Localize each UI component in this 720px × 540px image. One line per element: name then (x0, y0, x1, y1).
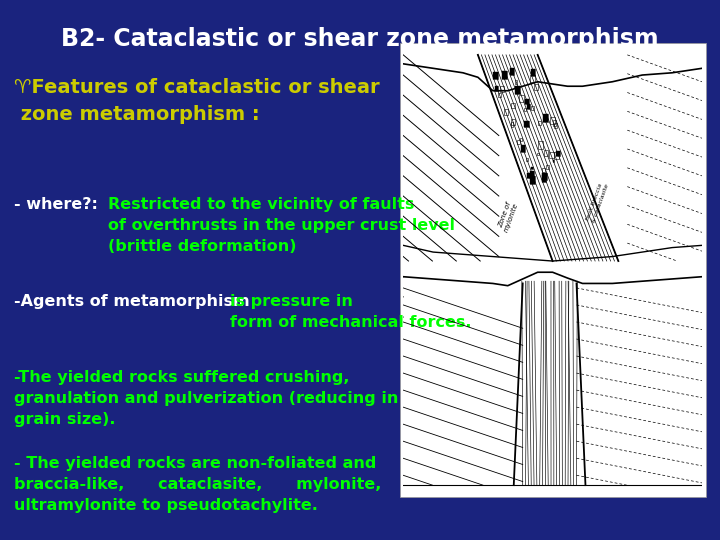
Bar (556, 151, 559, 156)
Bar (527, 173, 531, 179)
Bar (503, 71, 508, 78)
Text: ♈Features of cataclastic or shear
 zone metamorphism :: ♈Features of cataclastic or shear zone m… (14, 78, 380, 124)
Bar (503, 71, 508, 78)
Bar (515, 86, 520, 94)
Bar (534, 84, 539, 90)
Bar (495, 86, 498, 91)
Bar (524, 108, 526, 111)
Text: B2- Cataclastic or shear zone metamorphism: B2- Cataclastic or shear zone metamorphi… (61, 27, 659, 51)
Bar (526, 99, 529, 105)
FancyBboxPatch shape (400, 43, 706, 497)
Bar (524, 120, 529, 127)
Bar (554, 123, 557, 128)
Bar (498, 93, 500, 97)
Text: fault breccia
& cataclasite: fault breccia & cataclasite (585, 182, 610, 224)
Bar (495, 86, 498, 91)
Text: is pressure in
form of mechanical forces.: is pressure in form of mechanical forces… (230, 294, 472, 330)
Bar (493, 72, 498, 79)
Text: -The yielded rocks suffered crushing,
granulation and pulverization (reducing in: -The yielded rocks suffered crushing, gr… (14, 370, 399, 427)
Bar (543, 114, 548, 122)
Bar (493, 72, 498, 79)
Bar (531, 69, 535, 76)
Bar (531, 106, 534, 111)
Bar (549, 152, 554, 158)
Bar (539, 141, 544, 148)
Text: - where?:: - where?: (14, 197, 104, 212)
Bar (553, 160, 554, 162)
Bar (543, 114, 548, 122)
Bar (542, 173, 547, 180)
Bar (531, 75, 535, 82)
Bar (527, 104, 531, 109)
Bar (530, 176, 535, 184)
Bar (542, 173, 547, 180)
Bar (541, 176, 546, 182)
Bar (510, 68, 514, 75)
Bar (537, 152, 539, 155)
Bar (526, 99, 529, 105)
Bar (516, 80, 518, 84)
Bar (510, 123, 513, 127)
Bar (511, 119, 515, 125)
Bar (510, 68, 514, 75)
Bar (531, 167, 533, 169)
Bar (550, 117, 555, 124)
Bar (531, 69, 535, 76)
Text: -Agents of metamorphism: -Agents of metamorphism (14, 294, 256, 309)
Bar (524, 120, 529, 127)
Bar (515, 86, 520, 94)
Text: Restricted to the vicinity of faults
of overthrusts in the upper crust level
(br: Restricted to the vicinity of faults of … (108, 197, 455, 254)
Bar (530, 176, 535, 184)
Bar (504, 110, 508, 114)
Bar (517, 140, 520, 145)
Bar (521, 145, 525, 152)
Bar (544, 151, 548, 156)
Bar (526, 158, 528, 161)
Bar (521, 138, 522, 141)
Bar (511, 103, 515, 107)
Bar (527, 104, 531, 109)
Bar (538, 121, 541, 125)
Bar (553, 160, 554, 162)
Bar (553, 120, 557, 126)
Bar (531, 167, 533, 169)
Bar (500, 86, 504, 92)
Bar (530, 171, 534, 178)
Text: Zone of
mylonite: Zone of mylonite (496, 199, 519, 233)
Bar (556, 151, 559, 156)
Bar (519, 95, 524, 102)
Bar (546, 165, 549, 168)
Text: - The yielded rocks are non-foliated and
braccia-like,      cataclasite,      my: - The yielded rocks are non-foliated and… (14, 456, 382, 514)
Bar (542, 167, 545, 172)
Bar (521, 145, 525, 152)
Bar (527, 173, 531, 179)
Bar (554, 152, 559, 159)
Bar (541, 176, 546, 182)
Bar (530, 171, 534, 178)
